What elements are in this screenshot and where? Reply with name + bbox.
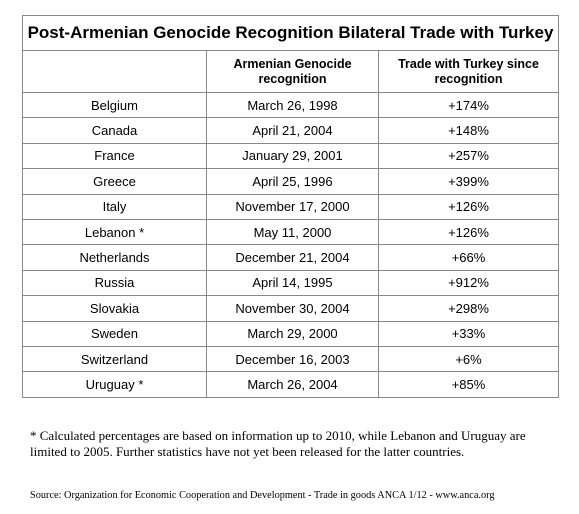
table-cell: Switzerland (22, 345, 207, 373)
table-cell: March 26, 2004 (206, 371, 379, 398)
table-cell: April 21, 2004 (206, 117, 379, 144)
column-header (22, 50, 207, 93)
table-cell: Sweden (22, 320, 207, 347)
table-cell: +66% (377, 244, 560, 271)
table-row: Italy November 17, 2000 +126% (22, 193, 560, 220)
source: Source: Organization for Economic Cooper… (30, 490, 495, 501)
table-cell: +174% (377, 91, 560, 119)
table-cell: Netherlands (22, 244, 207, 271)
table-row: Uruguay * March 26, 2004 +85% (22, 371, 560, 398)
table-cell: March 29, 2000 (206, 320, 379, 347)
table-cell: +33% (377, 320, 560, 347)
table-cell: November 17, 2000 (206, 193, 379, 220)
table-cell: France (22, 142, 207, 170)
table-row: Slovakia November 30, 2004 +298% (22, 295, 560, 322)
footnote: * Calculated percentages are based on in… (30, 428, 526, 459)
table-row: Canada April 21, 2004 +148% (22, 117, 560, 144)
table-cell: December 16, 2003 (206, 345, 379, 373)
table-cell: Slovakia (22, 295, 207, 322)
table-cell: +912% (377, 269, 560, 297)
table-cell: Greece (22, 168, 207, 195)
table-row: Netherlands December 21, 2004 +66% (22, 244, 560, 271)
table-cell: Belgium (22, 91, 207, 119)
table-row: Belgium March 26, 1998 +174% (22, 91, 560, 119)
table-cell: May 11, 2000 (206, 218, 379, 246)
column-header: Armenian Genocide recognition (206, 50, 379, 93)
trade-table: Post-Armenian Genocide Recognition Bilat… (21, 15, 560, 398)
table-cell: Uruguay * (22, 371, 207, 398)
table-cell: +257% (377, 142, 560, 170)
table-cell: November 30, 2004 (206, 295, 379, 322)
header-row: Armenian Genocide recognition Trade with … (22, 50, 560, 93)
table-cell: +126% (377, 193, 560, 220)
table-cell: Lebanon * (22, 218, 207, 246)
table-cell: +6% (377, 345, 560, 373)
table-cell: +148% (377, 117, 560, 144)
table-cell: Italy (22, 193, 207, 220)
table-cell: Russia (22, 269, 207, 297)
table-row: Sweden March 29, 2000 +33% (22, 320, 560, 347)
column-header: Trade with Turkey since recognition (377, 50, 560, 93)
table-title: Post-Armenian Genocide Recognition Bilat… (21, 15, 560, 51)
table-cell: +399% (377, 168, 560, 195)
table-cell: March 26, 1998 (206, 91, 379, 119)
table-cell: +85% (377, 371, 560, 398)
table-cell: +126% (377, 218, 560, 246)
table-cell: December 21, 2004 (206, 244, 379, 271)
table-cell: Canada (22, 117, 207, 144)
table-row: Russia April 14, 1995 +912% (22, 269, 560, 297)
table-cell: January 29, 2001 (206, 142, 379, 170)
table-row: Switzerland December 16, 2003 +6% (22, 345, 560, 373)
table-row: France January 29, 2001 +257% (22, 142, 560, 170)
table-row: Greece April 25, 1996 +399% (22, 168, 560, 195)
table-cell: April 25, 1996 (206, 168, 379, 195)
table-cell: +298% (377, 295, 560, 322)
table-row: Lebanon * May 11, 2000 +126% (22, 218, 560, 246)
table-cell: April 14, 1995 (206, 269, 379, 297)
